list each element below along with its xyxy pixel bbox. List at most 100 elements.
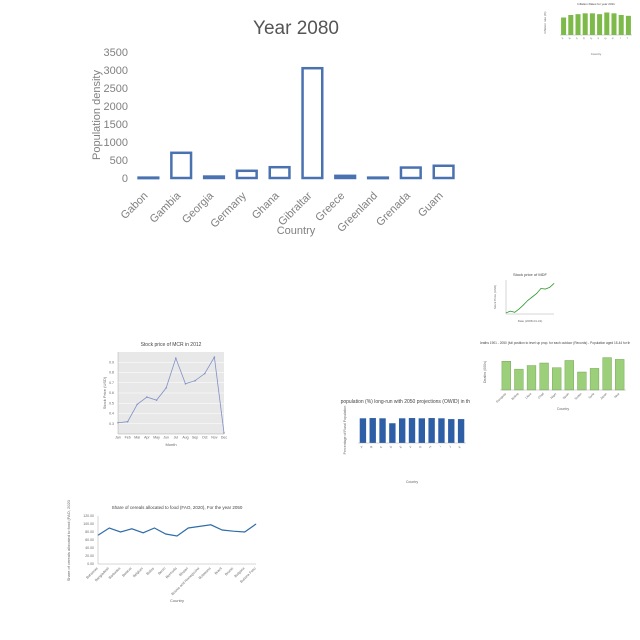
y-axis-label: Stock Price (USD) xyxy=(493,285,497,309)
y-tick-label: 3000 xyxy=(104,65,128,77)
x-tick-label: F xyxy=(597,37,601,41)
y-tick-label: 0.6 xyxy=(109,391,114,395)
x-tick-label: E xyxy=(399,445,403,449)
bar xyxy=(418,418,426,443)
x-tick-label: Gabon xyxy=(119,190,151,222)
x-tick-label: Gambia xyxy=(148,189,184,225)
x-tick-label: Syria xyxy=(588,392,596,400)
y-tick-label: 0.7 xyxy=(109,381,114,385)
data-point xyxy=(221,529,223,531)
x-axis-label: Country xyxy=(406,480,419,484)
bar xyxy=(577,371,587,391)
x-tick-label: J xyxy=(626,36,630,40)
series-line xyxy=(97,523,257,537)
x-tick-label: G xyxy=(604,37,608,41)
bar xyxy=(564,360,574,391)
bar xyxy=(235,169,258,180)
x-tick-label: Mar xyxy=(134,436,141,440)
bar xyxy=(438,418,445,443)
stock-mcr-chart: Stock price of MCR in 2012 0.3 0.4 0.5 0.6 0.… xyxy=(102,342,227,447)
x-tick-label: Apr xyxy=(144,436,150,440)
rural-chart: Rural population (%) long-run with 2050 … xyxy=(340,399,470,484)
x-tick-label: Paraguay xyxy=(495,391,507,403)
data-point xyxy=(549,287,550,288)
data-point xyxy=(165,387,167,389)
data-point xyxy=(536,293,537,294)
chart-title: Deaths 1901 - 2050 (full position to lev… xyxy=(480,341,630,345)
main-chart: Year 2080 0 500 1000 1500 2000 2500 3000 3500Pop… xyxy=(91,18,455,237)
bar xyxy=(369,418,376,443)
y-tick-label: 0.3 xyxy=(109,422,114,426)
y-axis-label: Inflation rate (%) xyxy=(543,11,547,33)
x-tick-label: Bhutan xyxy=(178,566,189,577)
y-tick-label: 1500 xyxy=(104,119,128,131)
bar xyxy=(408,418,416,443)
data-point xyxy=(142,532,144,534)
x-tick-label: Germany xyxy=(208,190,249,231)
x-tick-label: Jan xyxy=(115,436,121,440)
bar xyxy=(301,66,324,180)
x-tick-label: Belize xyxy=(146,566,156,576)
x-axis-label: Country xyxy=(277,225,316,237)
data-point xyxy=(194,379,196,382)
data-point xyxy=(527,300,529,301)
x-tick-label: I xyxy=(439,445,443,449)
data-point xyxy=(244,531,246,533)
bar xyxy=(448,419,455,443)
rural-chart-panel: Rural population (%) long-run with 2050 … xyxy=(340,395,470,490)
x-tick-label: Belgium xyxy=(132,566,144,578)
data-point xyxy=(540,288,542,289)
series-line xyxy=(117,355,225,434)
x-tick-label: Bermuda xyxy=(165,566,178,579)
data-point xyxy=(184,382,187,385)
y-axis-label: Percentage of Rural Population xyxy=(343,406,347,455)
x-tick-label: I xyxy=(619,37,622,40)
bar xyxy=(399,166,422,180)
y-tick-label: 120.00 xyxy=(83,514,94,518)
x-tick-label: Chad xyxy=(537,392,545,400)
bar xyxy=(597,14,603,35)
y-tick-label: 20.00 xyxy=(85,554,94,558)
y-tick-label: 0.4 xyxy=(109,412,114,416)
data-point xyxy=(523,304,524,306)
x-tick-label: Jul xyxy=(174,436,179,440)
x-tick-label: C xyxy=(575,37,579,41)
stock-mdf-chart: Stock price of MDF Stock Price (USD) Date … xyxy=(493,272,555,323)
x-tick-label: Bolivia xyxy=(511,392,520,401)
x-tick-label: Dec xyxy=(221,436,227,440)
bar xyxy=(501,361,511,391)
bar xyxy=(268,165,291,180)
data-point xyxy=(199,526,200,527)
bar xyxy=(514,368,524,391)
chart-title: Stock price of MDF xyxy=(513,272,548,277)
bar xyxy=(137,176,160,180)
x-tick-label: Spain xyxy=(562,392,570,400)
bar xyxy=(589,368,600,391)
data-point xyxy=(131,528,133,530)
x-tick-label: C xyxy=(379,444,384,449)
cereals-chart-panel: Share of cereals allocated to food (FAO,… xyxy=(60,500,260,610)
bar xyxy=(432,164,455,180)
x-tick-label: Libya xyxy=(524,392,532,400)
x-tick-label: May xyxy=(153,436,160,440)
y-tick-label: 0.5 xyxy=(109,401,114,405)
bar xyxy=(359,418,367,443)
data-point xyxy=(154,527,155,529)
bar xyxy=(457,419,465,443)
stock-mdf-panel: Stock price of MDF Stock Price (USD) Date … xyxy=(490,270,560,325)
x-tick-label: Sudan xyxy=(574,392,583,401)
bar xyxy=(539,362,549,391)
chart-title: Share of cereals allocated to food (FAO,… xyxy=(112,505,243,510)
data-point xyxy=(223,432,225,434)
main-chart-panel: Year 2080 0 500 1000 1500 2000 2500 3000 3500 Pop… xyxy=(80,10,480,245)
bar xyxy=(589,13,595,36)
chart-title: Year 2080 xyxy=(253,18,339,39)
y-tick-label: 100.00 xyxy=(83,522,94,526)
data-point xyxy=(175,357,177,359)
x-tick-label: Brazil xyxy=(214,566,223,575)
x-tick-label: B xyxy=(369,445,373,449)
x-tick-label: A xyxy=(561,37,565,41)
data-point xyxy=(176,535,178,537)
cereals-chart: Share of cereals allocated to food (FAO,… xyxy=(66,500,257,603)
y-tick-label: 80.00 xyxy=(85,530,94,534)
